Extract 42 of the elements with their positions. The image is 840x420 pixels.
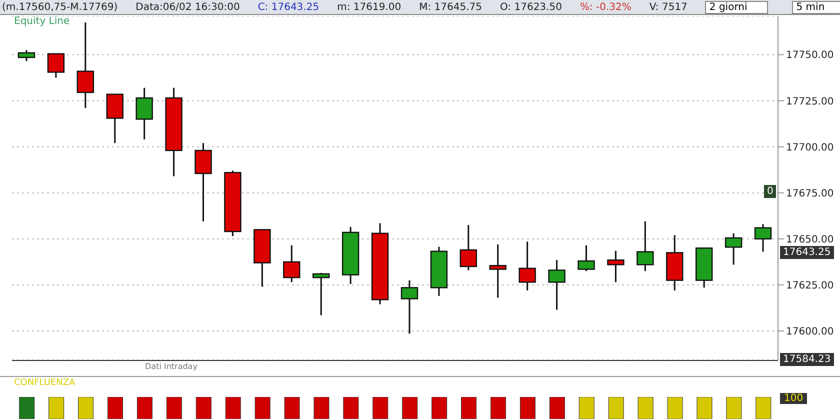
candlestick bbox=[136, 87, 153, 140]
text: 17584.23 bbox=[780, 353, 834, 366]
chart-title: CONFLUENZA bbox=[14, 378, 76, 388]
y-tick-label: 17750.00 bbox=[786, 50, 834, 62]
y-tick-label: 17650.00 bbox=[786, 234, 834, 246]
candlestick bbox=[106, 94, 124, 144]
y-tick-label: 17675.00 bbox=[786, 188, 834, 200]
candlestick bbox=[18, 49, 36, 62]
text: Dati Intraday bbox=[145, 362, 198, 371]
y-tick-label: 17700.00 bbox=[786, 142, 834, 154]
candlestick bbox=[724, 232, 742, 266]
candlestick bbox=[518, 240, 536, 292]
candlestick bbox=[460, 224, 478, 271]
candlestick bbox=[312, 272, 330, 316]
text: O: 17623.50 bbox=[500, 2, 562, 12]
text: Data:06/02 16:30:00 bbox=[136, 2, 240, 12]
text: 5 min bbox=[792, 0, 840, 14]
annotation: 0 bbox=[764, 185, 776, 198]
text: m: 17619.00 bbox=[337, 2, 402, 12]
candlestick bbox=[636, 220, 654, 272]
candlestick bbox=[489, 244, 506, 299]
candlestick bbox=[76, 22, 94, 109]
candlestick bbox=[548, 259, 566, 311]
candlestick bbox=[754, 223, 772, 253]
candlestick bbox=[607, 250, 624, 283]
text: 17643.25 bbox=[780, 246, 834, 259]
text: 2 giorni bbox=[705, 0, 768, 14]
y-tick-label: 17725.00 bbox=[786, 96, 834, 108]
candlestick bbox=[400, 280, 418, 334]
text: (m.17560,75-M.17769) bbox=[2, 2, 118, 12]
candlestick bbox=[194, 142, 212, 222]
y-tick-label: 17625.00 bbox=[786, 280, 834, 292]
text: %: -0.32% bbox=[580, 2, 632, 12]
text: V: 7517 bbox=[649, 2, 688, 12]
candlestick bbox=[578, 244, 595, 272]
text: 100 bbox=[780, 393, 808, 404]
candlestick bbox=[47, 53, 65, 78]
candlestick bbox=[283, 244, 300, 283]
text: M: 17645.75 bbox=[419, 2, 482, 12]
annotation: Equity Line bbox=[14, 16, 70, 27]
y-tick-label: 17600.00 bbox=[786, 326, 834, 338]
text: C: 17643.25 bbox=[258, 2, 320, 12]
